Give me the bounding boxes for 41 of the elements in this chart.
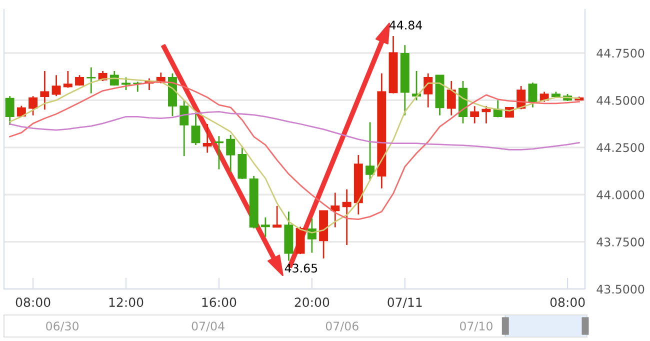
- x-tick-label: 08:00: [16, 298, 50, 308]
- y-tick-label: 44.5000: [596, 96, 644, 105]
- annotation: 43.65: [284, 264, 318, 273]
- candlestick: [528, 82, 538, 108]
- candlestick: [540, 91, 549, 102]
- candlestick: [226, 134, 236, 172]
- candlestick: [86, 66, 96, 94]
- candlestick: [482, 105, 491, 124]
- annotation: 44.84: [389, 20, 422, 30]
- candlestick: [202, 123, 212, 154]
- text: 07/04: [192, 322, 224, 332]
- y-tick-label: 44.7500: [596, 48, 644, 58]
- y-tick-label: 44.0000: [596, 190, 644, 200]
- x-tick-label: 20:00: [294, 298, 330, 308]
- candlestick: [238, 146, 247, 180]
- candlestick: [122, 76, 130, 91]
- candlestick: [446, 80, 456, 116]
- candlestick: [63, 70, 72, 88]
- y-tick-label: 43.5000: [596, 284, 644, 294]
- text: 06/30: [46, 322, 79, 332]
- y-tick-label: 44.2500: [596, 143, 644, 152]
- candlestick: [5, 95, 14, 126]
- candlestick: [424, 72, 433, 108]
- text: 07/06: [326, 322, 358, 332]
- text: 07/10: [460, 322, 492, 332]
- x-tick-label: 07/11: [388, 298, 422, 308]
- candlestick: [180, 100, 189, 157]
- candlestick: [272, 205, 282, 228]
- y-tick-label: 43.7500: [596, 238, 644, 246]
- candlestick: [260, 216, 270, 238]
- x-tick-label: 08:00: [550, 298, 585, 308]
- candlestick: [470, 105, 480, 124]
- candlestick: [366, 122, 375, 182]
- x-tick-label: 16:00: [202, 298, 236, 308]
- candlestick: [342, 188, 352, 246]
- candlestick: [330, 192, 340, 228]
- candlestick: [40, 70, 50, 110]
- candlestick: [52, 74, 61, 97]
- candlestick: [191, 112, 200, 146]
- candlestick: [28, 95, 38, 116]
- x-tick-label: 12:00: [109, 298, 144, 308]
